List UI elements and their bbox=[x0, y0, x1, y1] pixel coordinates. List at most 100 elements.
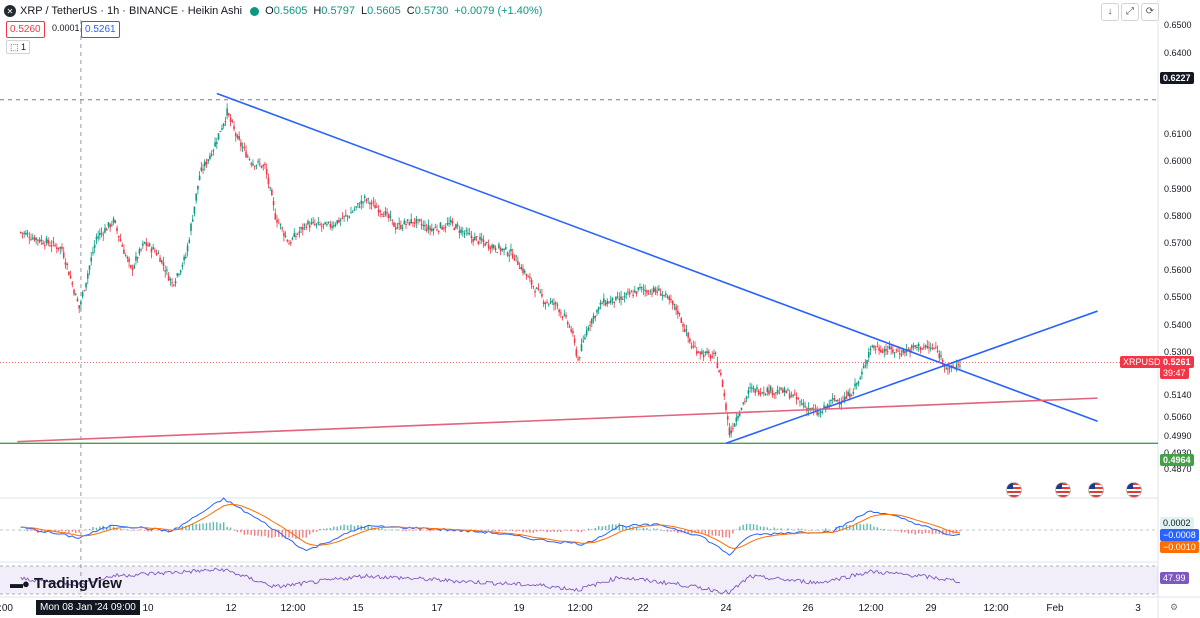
candle-body bbox=[635, 291, 638, 294]
candle-body bbox=[31, 237, 34, 239]
candle-body bbox=[529, 276, 531, 279]
candle-body bbox=[818, 413, 820, 415]
candle-body bbox=[375, 206, 378, 208]
candle-body bbox=[133, 265, 136, 269]
macd-histogram-bar bbox=[505, 530, 507, 531]
macd-histogram-bar bbox=[219, 523, 221, 530]
us-flag-icon[interactable] bbox=[1088, 482, 1104, 498]
macd-histogram-bar bbox=[622, 524, 624, 530]
candle-body bbox=[938, 353, 941, 358]
price-axis-label: 0.6500 bbox=[1164, 20, 1192, 31]
macd-histogram-bar bbox=[68, 530, 70, 534]
sell-button[interactable]: 0.5260 bbox=[6, 21, 45, 38]
candle-body bbox=[212, 150, 215, 152]
lot-size-field[interactable]: ⬚ 1 bbox=[6, 40, 31, 54]
us-flag-icon[interactable] bbox=[1006, 482, 1022, 498]
macd-histogram-bar bbox=[642, 527, 645, 530]
macd-histogram-bar bbox=[756, 524, 758, 530]
candle-body bbox=[556, 304, 559, 306]
candle-body bbox=[379, 210, 382, 213]
macd-histogram-bar bbox=[911, 530, 913, 534]
candle-body bbox=[664, 293, 667, 296]
candle-body bbox=[916, 346, 918, 348]
price-axis-label: 0.5060 bbox=[1164, 412, 1192, 423]
candle-body bbox=[816, 411, 818, 415]
macd-histogram-bar bbox=[536, 530, 538, 532]
candle-body bbox=[713, 352, 715, 354]
candle-body bbox=[298, 231, 301, 234]
candle-body bbox=[482, 239, 485, 242]
macd-histogram-bar bbox=[167, 530, 170, 533]
macd-histogram-bar bbox=[343, 524, 345, 530]
candle-body bbox=[264, 163, 266, 166]
candle-body bbox=[596, 310, 598, 313]
macd-histogram-bar bbox=[119, 528, 122, 530]
candle-body bbox=[360, 200, 363, 205]
candle-body bbox=[499, 248, 502, 252]
time-tick: Feb bbox=[1046, 603, 1064, 614]
candle-body bbox=[795, 396, 798, 400]
candle-body bbox=[176, 273, 179, 276]
settings-gear-icon[interactable]: ⚙ bbox=[1169, 602, 1179, 612]
candle-body bbox=[449, 220, 452, 223]
macd-histogram-bar bbox=[518, 530, 521, 532]
macd-histogram-bar bbox=[790, 529, 793, 530]
candle-body bbox=[523, 270, 526, 273]
macd-histogram-bar bbox=[288, 530, 290, 538]
candle-body bbox=[236, 135, 239, 138]
candle-body bbox=[738, 413, 741, 416]
xrp-logo-icon: ✕ bbox=[4, 5, 16, 17]
candle-body bbox=[92, 252, 94, 254]
arrow-down-icon[interactable]: ↓ bbox=[1101, 3, 1119, 21]
candle-body bbox=[76, 298, 79, 302]
macd-histogram-bar bbox=[601, 526, 603, 530]
candle-body bbox=[30, 239, 32, 241]
candle-body bbox=[320, 225, 323, 227]
us-flag-icon[interactable] bbox=[1055, 482, 1071, 498]
buy-button[interactable]: 0.5261 bbox=[81, 21, 120, 38]
macd-histogram-bar bbox=[229, 527, 232, 530]
candle-body bbox=[699, 352, 701, 355]
macd-histogram-bar bbox=[353, 525, 356, 530]
candle-body bbox=[573, 338, 576, 343]
candle-body bbox=[276, 219, 278, 223]
candle-body bbox=[160, 260, 163, 263]
candle-body bbox=[88, 265, 91, 270]
candle-body bbox=[783, 387, 786, 393]
candle-body bbox=[830, 399, 832, 402]
us-flag-icon[interactable] bbox=[1126, 482, 1142, 498]
candle-body bbox=[658, 288, 660, 291]
macd-histogram-bar bbox=[794, 529, 796, 531]
candle-body bbox=[343, 215, 345, 217]
macd-histogram-bar bbox=[859, 524, 861, 530]
candle-body bbox=[561, 316, 564, 318]
macd-histogram-bar bbox=[501, 530, 504, 532]
macd-histogram-bar bbox=[75, 530, 77, 533]
candle-body bbox=[69, 275, 72, 279]
candle-body bbox=[560, 312, 562, 314]
price-axis-label: 0.4870 bbox=[1164, 463, 1192, 474]
symbol-title[interactable]: XRP / TetherUS · 1h · BINANCE · Heikin A… bbox=[20, 5, 243, 17]
candle-body bbox=[54, 244, 56, 246]
candle-body bbox=[43, 245, 46, 247]
candle-body bbox=[363, 196, 366, 198]
candle-body bbox=[689, 338, 691, 342]
candle-body bbox=[819, 411, 822, 413]
tradingview-mark-icon: ▬● bbox=[10, 576, 30, 591]
candle-body bbox=[432, 228, 435, 231]
expand-icon[interactable]: ⤢ bbox=[1121, 3, 1139, 21]
macd-histogram-bar bbox=[628, 527, 631, 530]
candle-body bbox=[776, 389, 779, 393]
camera-icon[interactable]: ⟳ bbox=[1141, 3, 1159, 21]
macd-histogram-bar bbox=[64, 530, 67, 532]
candle-body bbox=[365, 199, 368, 201]
candle-body bbox=[453, 227, 456, 230]
candle-body bbox=[241, 147, 244, 149]
candle-body bbox=[178, 273, 180, 275]
macd-histogram-bar bbox=[367, 525, 369, 530]
candle-body bbox=[451, 220, 454, 224]
rsi-line bbox=[20, 567, 961, 595]
candle-body bbox=[456, 224, 459, 227]
candle-body bbox=[577, 358, 579, 360]
